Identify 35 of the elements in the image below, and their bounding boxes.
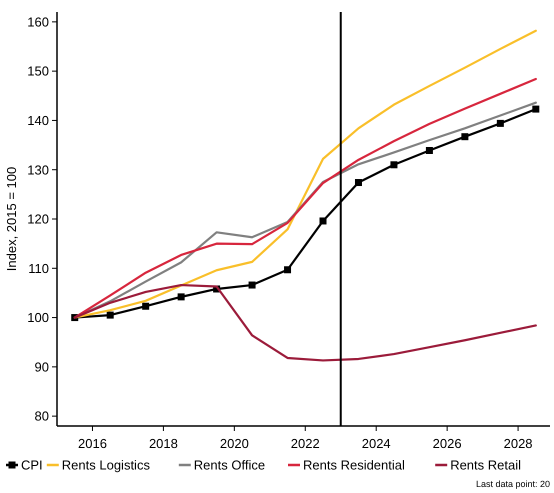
point <box>354 179 362 186</box>
point <box>390 161 398 168</box>
legend-label: Rents Logistics <box>62 458 150 473</box>
point <box>461 133 468 140</box>
y-tick-label: 120 <box>27 212 49 227</box>
point <box>248 282 256 289</box>
x-tick-label: 2028 <box>504 436 533 451</box>
y-tick-label: 100 <box>27 310 49 326</box>
y-tick-label: 130 <box>27 162 49 178</box>
point <box>426 146 433 154</box>
text: Last data point: 20 <box>476 479 550 489</box>
y-tick-label: 160 <box>27 14 49 30</box>
legend-label: Rents Retail <box>450 458 522 473</box>
x-tick-label: 2018 <box>148 436 178 451</box>
x-tick-label: 2020 <box>220 436 249 451</box>
x-tick-label: 2026 <box>432 436 462 451</box>
y-tick-label: 150 <box>27 64 49 79</box>
x-tick-label: 2024 <box>362 436 391 451</box>
point <box>142 302 150 310</box>
y-tick-label: 80 <box>34 408 49 424</box>
point <box>178 293 185 300</box>
point <box>106 312 114 319</box>
y-tick-label: 140 <box>27 112 49 128</box>
y-axis-title: Index, 2015 = 100 <box>4 166 19 272</box>
legend-label: Rents Office <box>194 458 266 473</box>
point <box>284 266 292 274</box>
y-tick-label: 90 <box>34 359 49 374</box>
x-tick-label: 2016 <box>78 436 107 451</box>
point <box>532 106 540 113</box>
x-tick-label: 2022 <box>290 436 320 451</box>
y-tick-label: 110 <box>28 260 49 276</box>
legend-label: CPI <box>21 458 43 473</box>
point <box>320 217 327 224</box>
point <box>496 120 504 127</box>
legend-label: Rents Residential <box>303 458 405 473</box>
